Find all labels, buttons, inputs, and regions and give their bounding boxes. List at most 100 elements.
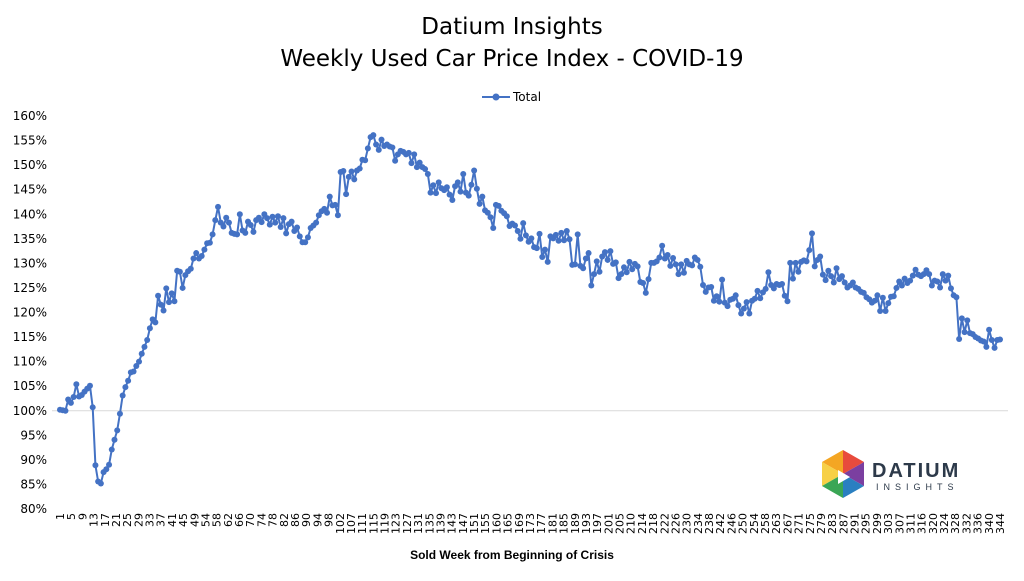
data-point: [522, 232, 529, 239]
data-point: [334, 212, 341, 219]
data-point: [672, 261, 679, 268]
y-tick-label: 105%: [13, 379, 47, 393]
y-tick-label: 160%: [13, 109, 47, 123]
data-point: [732, 292, 739, 299]
data-point: [125, 377, 132, 384]
data-point: [528, 235, 535, 242]
data-point: [247, 222, 254, 229]
x-tick-label: 295: [860, 513, 873, 534]
data-point: [484, 209, 491, 216]
data-point: [266, 221, 273, 228]
y-tick-label: 145%: [13, 183, 47, 197]
x-tick-label: 328: [949, 513, 962, 534]
data-point: [364, 145, 371, 152]
data-point: [702, 288, 709, 295]
y-tick-label: 120%: [13, 306, 47, 320]
y-tick-label: 150%: [13, 158, 47, 172]
x-tick-label: 62: [222, 513, 235, 527]
data-point: [986, 326, 993, 333]
data-point: [277, 224, 284, 231]
data-point: [209, 231, 216, 238]
data-point: [912, 266, 919, 273]
data-point: [512, 222, 519, 229]
data-point: [566, 236, 573, 243]
data-point: [234, 231, 241, 238]
data-point: [596, 268, 603, 275]
data-point: [495, 202, 502, 209]
data-point: [294, 224, 301, 231]
x-tick-label: 86: [289, 513, 302, 527]
x-tick-label: 320: [927, 513, 940, 534]
x-tick-label: 9: [76, 513, 89, 520]
data-point: [378, 136, 385, 143]
data-point: [770, 285, 777, 292]
data-point: [909, 272, 916, 279]
data-point: [356, 165, 363, 172]
data-point: [212, 217, 219, 224]
data-point: [680, 269, 687, 276]
data-point: [877, 308, 884, 315]
data-point: [435, 179, 442, 186]
data-point: [389, 144, 396, 151]
data-point: [345, 173, 352, 180]
x-tick-label: 250: [737, 513, 750, 534]
data-point: [765, 269, 772, 276]
data-point: [983, 343, 990, 350]
x-tick-label: 324: [938, 513, 951, 534]
data-point: [762, 285, 769, 292]
data-point: [928, 282, 935, 289]
x-tick-label: 58: [211, 513, 224, 527]
data-point: [67, 399, 74, 406]
x-tick-label: 271: [793, 513, 806, 534]
data-point: [138, 350, 145, 357]
data-point: [675, 271, 682, 278]
x-tick-label: 254: [748, 513, 761, 534]
data-point: [163, 285, 170, 292]
data-point: [130, 368, 137, 375]
data-point: [817, 253, 824, 260]
x-tick-label: 185: [558, 513, 571, 534]
data-point: [343, 191, 350, 198]
data-point: [956, 336, 963, 343]
y-tick-label: 100%: [13, 404, 47, 418]
x-tick-label: 21: [110, 513, 123, 527]
x-tick-label: 193: [580, 513, 593, 534]
data-point: [304, 234, 311, 241]
x-tick-label: 275: [804, 513, 817, 534]
data-point: [479, 193, 486, 200]
data-point: [473, 185, 480, 192]
data-point: [255, 214, 262, 221]
x-tick-label: 147: [457, 513, 470, 534]
data-point: [860, 289, 867, 296]
data-point: [937, 284, 944, 291]
data-point: [116, 410, 123, 417]
logo-tagline: INSIGHTS: [876, 482, 959, 492]
data-point: [626, 258, 633, 265]
chart-subtitle: Weekly Used Car Price Index - COVID-19: [280, 46, 744, 72]
data-point: [779, 281, 786, 288]
data-point: [879, 294, 886, 301]
x-axis-title: Sold Week from Beginning of Crisis: [410, 548, 614, 562]
data-point: [133, 363, 140, 370]
data-point: [724, 303, 731, 310]
data-point: [582, 255, 589, 262]
x-tick-label: 5: [65, 513, 78, 520]
x-tick-label: 41: [166, 513, 179, 527]
data-point: [206, 239, 213, 246]
x-tick-label: 205: [614, 513, 627, 534]
data-point: [86, 382, 93, 389]
data-point: [487, 214, 494, 221]
x-tick-label: 123: [390, 513, 403, 534]
data-point: [326, 193, 333, 200]
data-point: [642, 289, 649, 296]
y-tick-label: 95%: [20, 428, 47, 442]
x-axis: 1591317212529333741454954586266707478828…: [54, 513, 1007, 534]
x-tick-label: 29: [132, 513, 145, 527]
data-point: [272, 219, 279, 226]
data-point: [708, 283, 715, 290]
data-point: [144, 337, 151, 344]
x-tick-label: 299: [871, 513, 884, 534]
y-tick-label: 130%: [13, 256, 47, 270]
data-point: [738, 310, 745, 317]
data-point: [362, 157, 369, 164]
